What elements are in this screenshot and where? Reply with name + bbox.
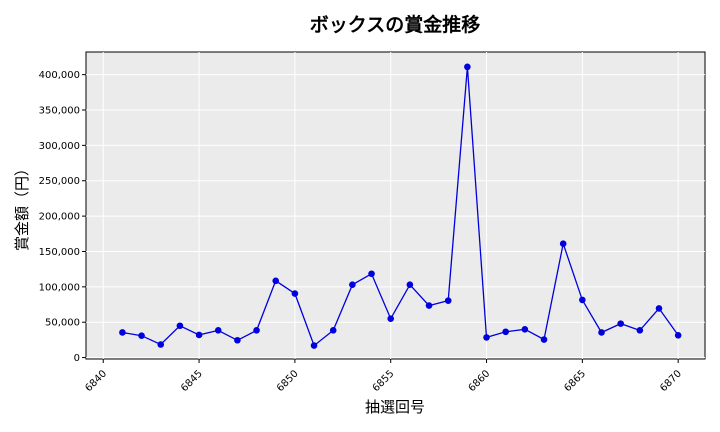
data-point [655,305,663,312]
data-point [598,329,605,336]
data-point [234,336,241,344]
x-tick-label: 6845 [179,368,205,394]
data-point [502,328,509,336]
data-point [349,281,356,289]
data-point [559,240,567,247]
y-tick-label: 300,000 [39,141,80,152]
chart-title: ボックスの賞金推移 [310,13,480,36]
data-point [406,281,414,289]
series-line [122,66,679,347]
y-axis-label: 賞金額（円） [13,161,31,251]
data-point [329,327,337,334]
data-point [214,327,222,334]
x-axis-label: 抽選回号 [365,398,425,416]
data-point [138,332,145,339]
data-point [291,290,299,297]
x-tick-label: 6850 [275,368,301,394]
y-tick-label: 100,000 [39,282,80,293]
data-point [483,334,490,341]
y-axis: 0 50,000 100,000 150,000 200,000 250,000 300,0… [39,70,86,364]
x-tick-label: 6855 [371,368,397,394]
data-point [176,322,184,330]
x-tick-label: 6865 [562,368,588,394]
plot-area [85,51,706,360]
grid-lines [86,52,705,359]
y-tick-label: 400,000 [39,70,80,81]
y-tick-label: 250,000 [39,176,80,187]
data-point [119,329,126,336]
series-group [119,63,682,349]
data-point [157,341,165,348]
x-tick-label: 6840 [83,368,109,394]
y-tick-label: 150,000 [39,247,80,258]
data-point [368,270,375,278]
data-point [674,332,682,339]
y-tick-label: 0 [74,353,80,364]
data-point [425,302,433,309]
x-tick-label: 6860 [467,368,493,394]
data-point [444,297,452,304]
data-point [272,277,280,285]
data-point [579,296,586,304]
data-point [310,342,318,349]
y-tick-label: 350,000 [39,106,80,117]
x-axis: 6840 6845 6850 6855 6860 6865 6870 [83,359,684,394]
data-point [387,315,395,322]
y-tick-label: 200,000 [39,212,80,223]
y-tick-label: 50,000 [45,318,80,329]
data-point [464,63,471,71]
data-point [617,320,624,327]
data-point [195,331,203,339]
x-tick-label: 6870 [658,368,684,394]
data-point [521,325,529,333]
data-point [253,327,260,334]
data-point [636,327,644,334]
data-point [540,336,548,343]
